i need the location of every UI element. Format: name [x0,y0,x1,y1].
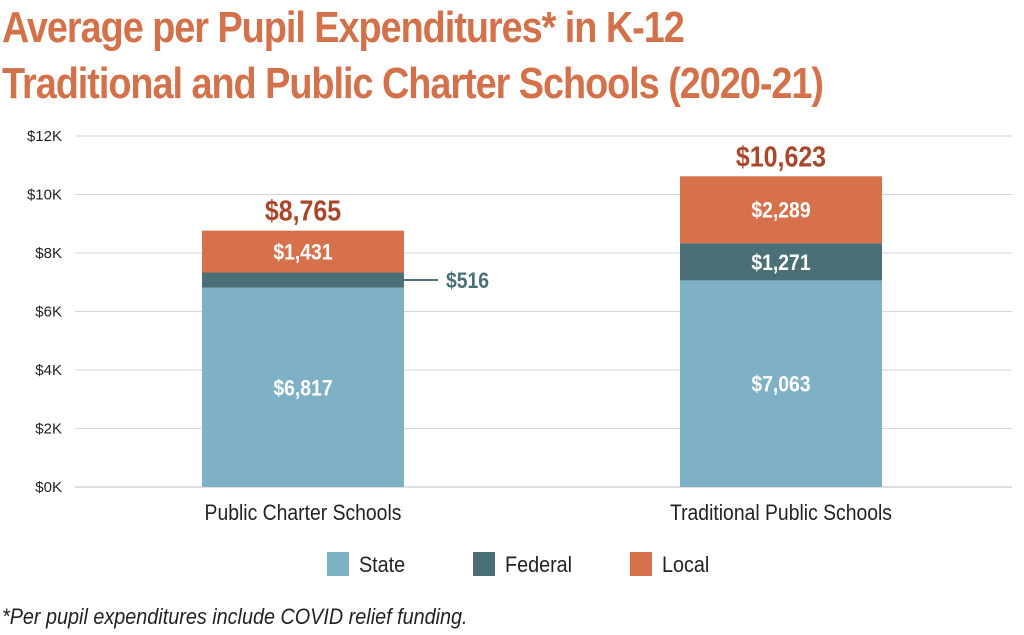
bar-segment-federal [202,272,404,288]
bar-segment-state [202,287,404,487]
total-value-label: $8,765 [265,195,341,227]
segment-value-label-external: $516 [446,269,489,293]
footnote: *Per pupil expenditures include COVID re… [2,604,468,629]
legend-swatch-federal [473,552,495,576]
x-category-label: Public Charter Schools [205,501,402,525]
stacked-bar-chart: $0K $2K $4K $6K $8K $10K $12K $6,817 $516 $1,431… [27,128,1012,577]
y-tick-label: $4K [35,362,62,379]
total-value-label: $10,623 [736,141,826,173]
segment-value-label: $1,431 [273,240,332,264]
y-tick-label: $12K [27,128,62,145]
data-labels: $6,817 $516 $1,431 $8,765 $7,063 $1,271 $2,289… [265,141,826,401]
legend-swatch-state [327,552,349,576]
bar-segment-federal [680,243,882,281]
y-axis-tick-labels: $0K $2K $4K $6K $8K $10K $12K [27,128,62,496]
legend-label-local: Local [662,553,709,577]
segment-value-label: $1,271 [751,251,810,275]
bar-segment-state [680,280,882,487]
segment-value-label: $7,063 [751,373,810,397]
chart-title-line-1: Average per Pupil Expenditures* in K-12 [2,3,685,52]
y-tick-label: $10K [27,187,62,204]
y-tick-label: $2K [35,421,62,438]
segment-value-label: $6,817 [273,376,332,400]
legend-swatch-local [630,552,652,576]
chart-title: Average per Pupil Expenditures* in K-12 … [2,0,824,112]
bar-segment-local [680,176,882,244]
bars [202,176,882,487]
x-axis-category-labels: Public Charter Schools Traditional Public… [205,501,892,525]
y-tick-label: $0K [35,479,62,496]
y-tick-label: $6K [35,304,62,321]
legend-label-state: State [359,553,405,577]
y-tick-label: $8K [35,245,62,262]
bar-segment-local [202,230,404,273]
segment-value-label: $2,289 [751,199,810,223]
chart-title-line-2: Traditional and Public Charter Schools (… [2,59,824,108]
x-category-label: Traditional Public Schools [670,501,892,525]
legend-label-federal: Federal [505,553,572,577]
legend: State Federal Local [327,552,709,577]
